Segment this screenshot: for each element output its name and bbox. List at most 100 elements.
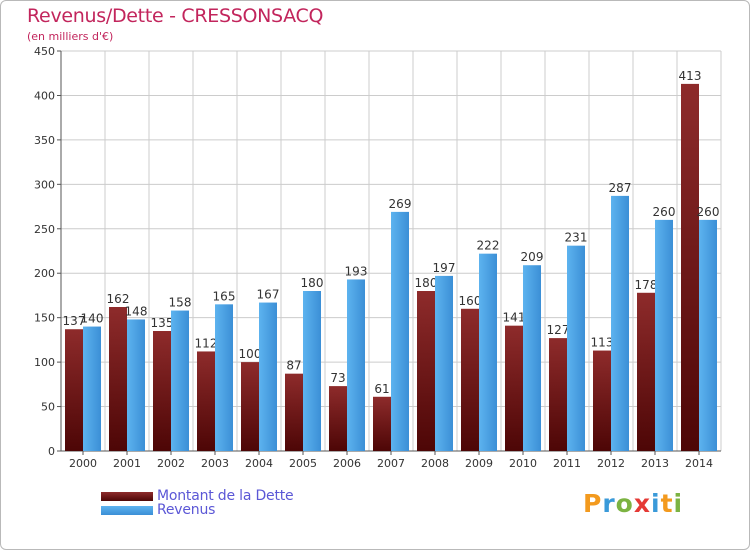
revenue-value-label: 197	[433, 261, 456, 275]
debt-value-label: 413	[679, 69, 702, 83]
logo-letter: P	[583, 489, 603, 518]
revenue-value-label: 222	[477, 239, 500, 253]
revenue-value-label: 167	[257, 288, 280, 302]
x-tick-label: 2013	[641, 457, 669, 470]
x-tick-label: 2014	[685, 457, 713, 470]
x-tick-label: 2006	[333, 457, 361, 470]
y-tick-label: 100	[34, 356, 55, 369]
debt-bar	[417, 291, 435, 451]
revenue-bar	[699, 219, 717, 451]
debt-value-label: 178	[635, 278, 658, 292]
revenue-bar	[567, 245, 585, 451]
logo-letter: i	[673, 489, 684, 518]
debt-value-label: 137	[63, 314, 86, 328]
x-tick-label: 2009	[465, 457, 493, 470]
debt-bar	[329, 386, 347, 451]
logo-letter: r	[602, 489, 616, 518]
legend-item-revenue: Revenus	[101, 502, 215, 518]
debt-value-label: 162	[107, 292, 130, 306]
legend-item-debt: Montant de la Dette	[101, 488, 294, 504]
x-tick-label: 2001	[113, 457, 141, 470]
revenue-bar	[171, 310, 189, 451]
logo-letter: t	[660, 489, 674, 518]
chart-title: Revenus/Dette - CRESSONSACQ	[27, 5, 324, 27]
logo-letter: x	[633, 489, 651, 518]
revenue-value-label: 209	[521, 250, 544, 264]
revenue-bar	[611, 195, 629, 451]
x-tick-label: 2008	[421, 457, 449, 470]
y-tick-label: 0	[48, 445, 55, 458]
revenue-value-label: 231	[565, 231, 588, 245]
revenue-bar	[391, 211, 409, 451]
debt-value-label: 160	[459, 294, 482, 308]
debt-bar	[373, 396, 391, 451]
debt-value-label: 135	[151, 316, 174, 330]
debt-bar	[153, 331, 171, 451]
debt-bar	[549, 338, 567, 451]
debt-bar	[65, 329, 83, 451]
debt-bar	[593, 350, 611, 451]
y-tick-label: 350	[34, 134, 55, 147]
debt-bar	[681, 83, 699, 451]
revenue-value-label: 260	[653, 205, 676, 219]
debt-value-label: 73	[330, 371, 345, 385]
debt-value-label: 180	[415, 276, 438, 290]
revenue-value-label: 193	[345, 264, 368, 278]
logo-letter: i	[651, 489, 661, 518]
revenue-bar	[127, 319, 145, 451]
legend-label-revenue: Revenus	[157, 502, 216, 518]
x-tick-label: 2004	[245, 457, 273, 470]
debt-bar	[109, 307, 127, 451]
y-tick-label: 200	[34, 267, 55, 280]
x-tick-label: 2007	[377, 457, 405, 470]
debt-bar	[461, 308, 479, 451]
x-tick-label: 2010	[509, 457, 537, 470]
x-tick-label: 2003	[201, 457, 229, 470]
chart-subtitle: (en milliers d'€)	[27, 30, 114, 43]
debt-value-label: 61	[374, 382, 389, 396]
revenue-bar	[347, 279, 365, 451]
logo-letter: o	[615, 489, 634, 518]
debt-value-label: 112	[195, 336, 218, 350]
revenue-bar	[435, 275, 453, 451]
debt-value-label: 100	[239, 347, 262, 361]
debt-bar	[505, 325, 523, 451]
y-tick-label: 400	[34, 89, 55, 102]
revenue-value-label: 269	[389, 197, 412, 211]
debt-bar	[241, 362, 259, 451]
revenue-value-label: 140	[81, 312, 104, 326]
y-tick-label: 150	[34, 312, 55, 325]
revenue-bar	[303, 291, 321, 451]
y-tick-label: 300	[34, 178, 55, 191]
revenue-bar	[655, 219, 673, 451]
x-tick-label: 2011	[553, 457, 581, 470]
revenue-value-label: 165	[213, 289, 236, 303]
revenue-value-label: 148	[125, 304, 148, 318]
revenue-value-label: 287	[609, 181, 632, 195]
x-tick-label: 2012	[597, 457, 625, 470]
revenue-bar	[215, 304, 233, 451]
x-tick-label: 2000	[69, 457, 97, 470]
x-tick-label: 2005	[289, 457, 317, 470]
revenue-bar	[83, 326, 101, 451]
revenue-bar	[479, 253, 497, 451]
revenue-value-label: 260	[697, 205, 720, 219]
legend-swatch-debt	[101, 491, 153, 501]
proxiti-logo: Proxiti	[583, 489, 683, 518]
y-tick-label: 50	[41, 401, 55, 414]
legend-swatch-revenue	[101, 505, 153, 515]
debt-value-label: 127	[547, 323, 570, 337]
debt-value-label: 87	[286, 359, 301, 373]
debt-bar	[197, 351, 215, 451]
debt-bar	[285, 373, 303, 451]
y-tick-label: 250	[34, 223, 55, 236]
legend-label-debt: Montant de la Dette	[157, 488, 294, 504]
revenue-value-label: 158	[169, 296, 192, 310]
debt-bar	[637, 292, 655, 451]
x-tick-label: 2002	[157, 457, 185, 470]
debt-value-label: 141	[503, 311, 526, 325]
revenue-value-label: 180	[301, 276, 324, 290]
debt-value-label: 113	[591, 336, 614, 350]
revenue-bar	[523, 265, 541, 451]
